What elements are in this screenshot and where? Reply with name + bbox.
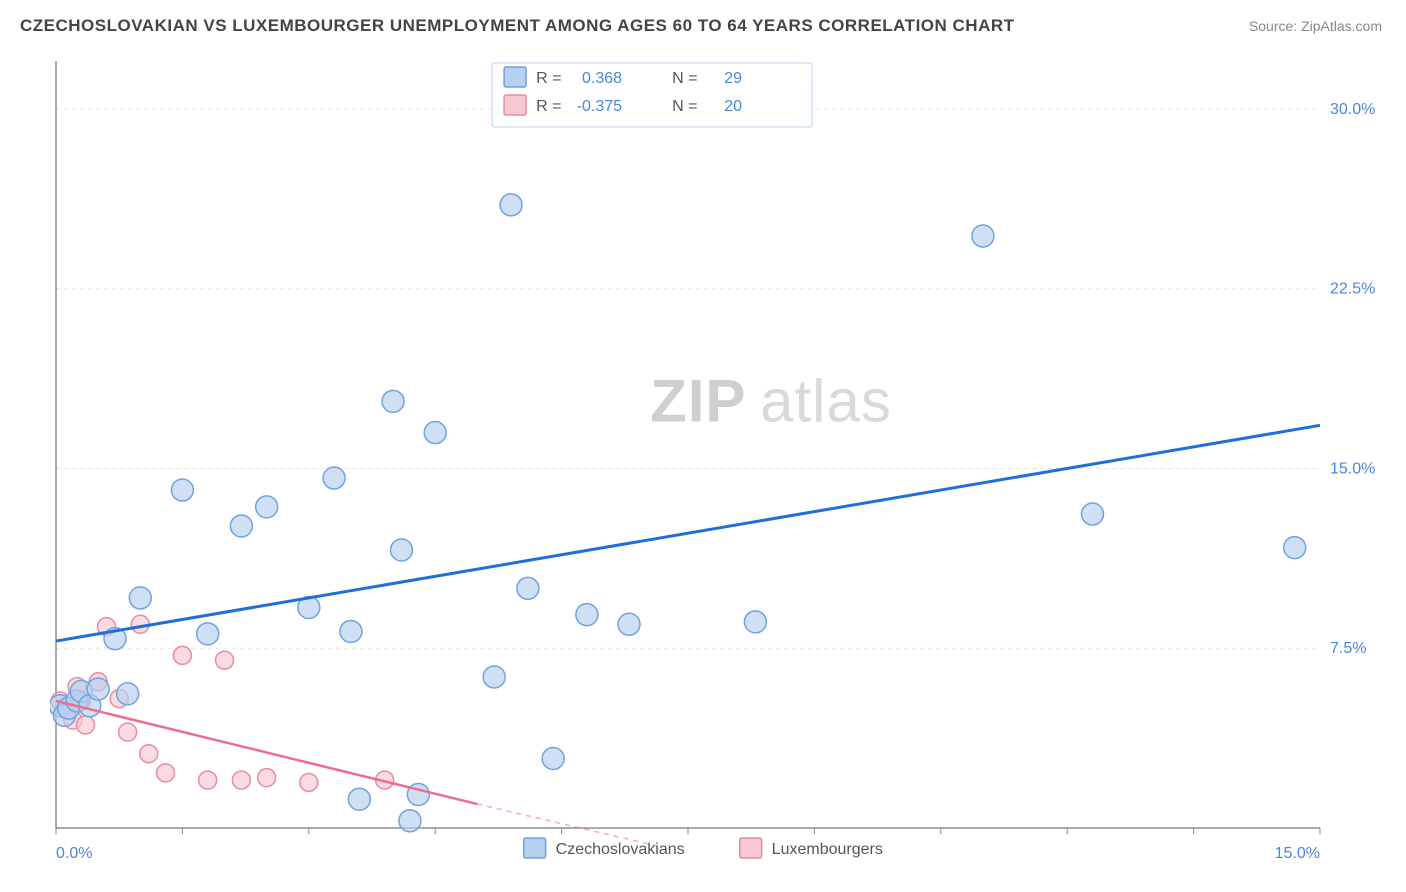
bottom-legend-label: Luxembourgers <box>772 841 883 858</box>
data-point <box>119 723 137 741</box>
data-point <box>197 623 219 645</box>
data-point <box>129 587 151 609</box>
data-point <box>390 539 412 561</box>
x-tick-label: 15.0% <box>1275 845 1320 862</box>
data-point <box>173 646 191 664</box>
data-point <box>256 496 278 518</box>
data-point <box>483 666 505 688</box>
data-point <box>972 225 994 247</box>
data-point <box>576 604 598 626</box>
bottom-legend-label: Czechoslovakians <box>556 841 685 858</box>
data-point <box>300 773 318 791</box>
watermark: atlas <box>760 367 892 434</box>
data-point <box>216 651 234 669</box>
legend-n-value: 29 <box>724 70 742 87</box>
data-point <box>542 747 564 769</box>
legend-swatch <box>504 67 526 87</box>
data-point <box>618 613 640 635</box>
data-point <box>399 810 421 832</box>
legend-n-value: 20 <box>724 98 742 115</box>
data-point <box>744 611 766 633</box>
data-point <box>232 771 250 789</box>
data-point <box>382 390 404 412</box>
data-point <box>424 422 446 444</box>
watermark: ZIP <box>650 367 746 434</box>
legend-r-label: R = <box>536 98 561 115</box>
bottom-legend-swatch <box>740 838 762 858</box>
data-point <box>1081 503 1103 525</box>
bottom-legend-swatch <box>524 838 546 858</box>
chart-title: CZECHOSLOVAKIAN VS LUXEMBOURGER UNEMPLOY… <box>20 16 1015 36</box>
data-point <box>517 577 539 599</box>
legend-r-value: -0.375 <box>577 98 622 115</box>
y-tick-label: 7.5% <box>1330 640 1366 657</box>
plot-area: 7.5% 15.0% 22.5% 30.0% ZIPatlas 0.0% 15.0% R = 0… <box>50 55 1396 872</box>
data-point <box>348 788 370 810</box>
chart-svg: 7.5% 15.0% 22.5% 30.0% ZIPatlas 0.0% 15.0% R = 0… <box>50 55 1396 872</box>
legend-swatch <box>504 95 526 115</box>
y-tick-label: 15.0% <box>1330 460 1375 477</box>
legend-n-label: N = <box>672 98 697 115</box>
data-point <box>1284 537 1306 559</box>
data-point <box>117 683 139 705</box>
legend-n-label: N = <box>672 70 697 87</box>
legend-r-value: 0.368 <box>582 70 622 87</box>
data-point <box>87 678 109 700</box>
data-point <box>323 467 345 489</box>
data-point <box>500 194 522 216</box>
data-point <box>230 515 252 537</box>
data-point <box>171 479 193 501</box>
y-tick-label: 22.5% <box>1330 281 1375 298</box>
data-point <box>140 745 158 763</box>
source-label: Source: ZipAtlas.com <box>1249 18 1382 34</box>
y-tick-label: 30.0% <box>1330 101 1375 118</box>
data-point <box>76 716 94 734</box>
data-point <box>199 771 217 789</box>
data-point <box>340 620 362 642</box>
x-tick-label: 0.0% <box>56 845 92 862</box>
data-point <box>258 769 276 787</box>
data-point <box>157 764 175 782</box>
legend-r-label: R = <box>536 70 561 87</box>
